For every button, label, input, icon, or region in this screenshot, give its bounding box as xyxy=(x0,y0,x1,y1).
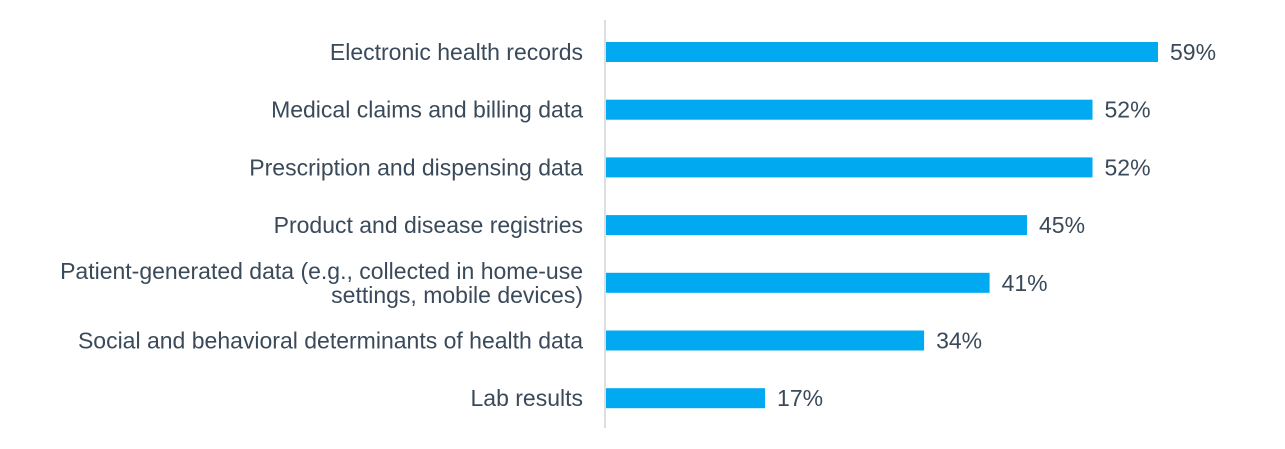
bar-value-label: 52% xyxy=(1105,97,1151,123)
category-label: Medical claims and billing data xyxy=(271,97,583,123)
bar-value-label: 59% xyxy=(1170,39,1216,65)
bar xyxy=(606,272,990,293)
value-labels-group: 59% 52% 52% 45% 41% 34% 17% xyxy=(777,39,1216,411)
bars-group xyxy=(606,42,1158,409)
bar xyxy=(606,157,1093,178)
bar xyxy=(606,215,1028,236)
bar xyxy=(606,42,1158,62)
bar xyxy=(606,99,1093,120)
bar-value-label: 45% xyxy=(1039,212,1085,238)
bar-value-label: 52% xyxy=(1105,154,1151,180)
category-label: Prescription and dispensing data xyxy=(249,154,583,180)
bar-value-label: 17% xyxy=(777,385,823,411)
bar-value-label: 34% xyxy=(936,328,982,354)
category-label: Social and behavioral determinants of he… xyxy=(78,328,583,354)
bar xyxy=(606,388,766,409)
category-label: settings, mobile devices) xyxy=(331,282,583,308)
category-labels-group: Electronic health records Medical claims … xyxy=(60,39,583,411)
category-label: Electronic health records xyxy=(330,39,583,65)
category-label: Patient-generated data (e.g., collected … xyxy=(60,258,583,284)
category-label: Product and disease registries xyxy=(274,212,583,238)
bar xyxy=(606,330,925,351)
category-label: Lab results xyxy=(470,385,583,411)
bar-value-label: 41% xyxy=(1002,270,1048,296)
